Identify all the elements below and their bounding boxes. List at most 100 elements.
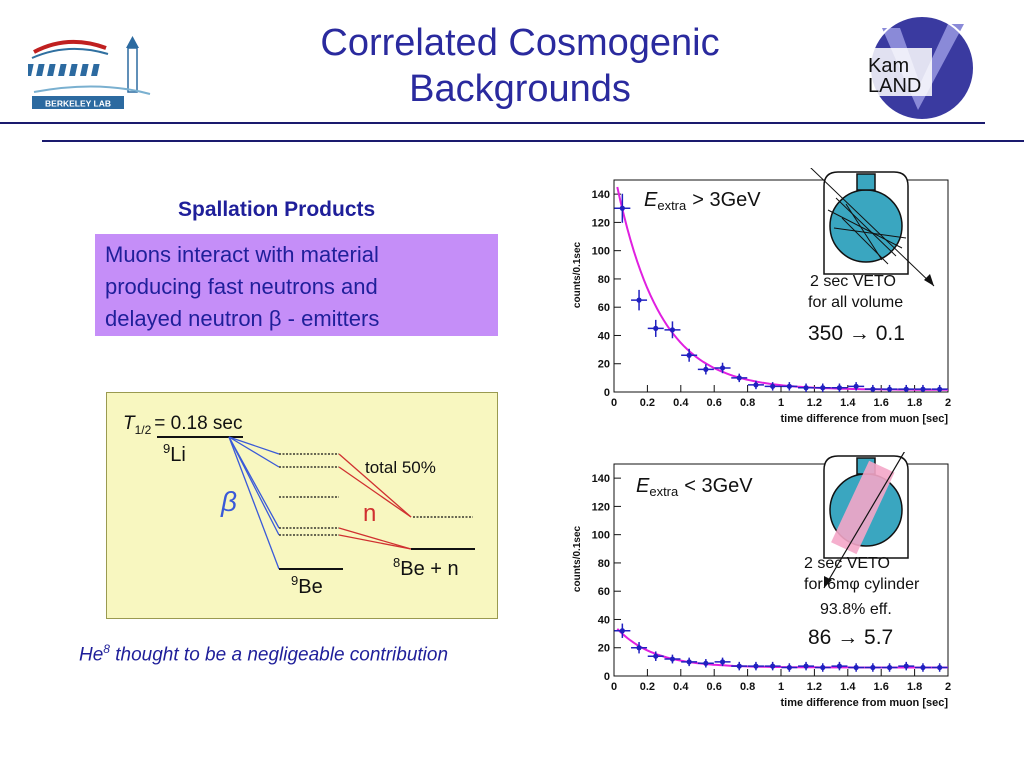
halflife-label: T1/2 = 0.18 sec bbox=[123, 413, 243, 437]
muon-track bbox=[835, 197, 897, 257]
decay-scheme-diagram: T1/2 = 0.18 sec 9Li β 9Be total 50% bbox=[106, 392, 498, 619]
detector-inset bbox=[810, 168, 935, 287]
data-point bbox=[664, 321, 681, 339]
data-point bbox=[731, 373, 748, 383]
be8-label: 8Be + n bbox=[393, 555, 459, 580]
data-point bbox=[848, 382, 865, 391]
data-point-marker bbox=[853, 383, 859, 389]
y-tick-label: 40 bbox=[598, 330, 610, 342]
muon-track bbox=[827, 209, 903, 249]
data-point bbox=[697, 659, 714, 668]
berkeley-lab-logo: BERKELEY LAB bbox=[25, 34, 158, 114]
data-point-marker bbox=[653, 325, 659, 331]
data-point-marker bbox=[820, 385, 826, 391]
berkeley-lab-label: BERKELEY LAB bbox=[45, 99, 111, 109]
x-tick-label: 1.4 bbox=[840, 397, 856, 409]
data-point bbox=[914, 384, 931, 392]
muon-arrow bbox=[924, 274, 934, 286]
veto-annotation-3: 93.8% eff. bbox=[820, 601, 892, 618]
muon-track bbox=[845, 203, 883, 261]
data-point-marker bbox=[920, 664, 926, 671]
data-point-marker bbox=[803, 385, 809, 391]
data-point bbox=[714, 657, 731, 667]
y-tick-label: 100 bbox=[592, 530, 610, 542]
x-tick-label: 2 bbox=[945, 681, 951, 693]
total-label: total 50% bbox=[365, 458, 436, 477]
y-tick-label: 80 bbox=[598, 274, 610, 286]
kamland-logo-text-2: LAND bbox=[868, 75, 921, 97]
x-tick-label: 1 bbox=[778, 681, 784, 693]
energy-cut-label: Eextra < 3GeV bbox=[636, 475, 753, 499]
data-point-marker bbox=[770, 383, 776, 389]
data-point-marker bbox=[803, 663, 809, 669]
data-point-marker bbox=[736, 663, 742, 669]
data-point bbox=[798, 661, 815, 671]
data-point bbox=[714, 362, 731, 374]
x-tick-label: 1.4 bbox=[840, 681, 856, 693]
be9-label: 9Be bbox=[291, 573, 323, 598]
y-tick-label: 140 bbox=[592, 189, 610, 201]
y-tick-label: 100 bbox=[592, 246, 610, 258]
footnote: He8 thought to be a negligeable contribu… bbox=[79, 642, 448, 666]
data-point bbox=[631, 642, 648, 654]
data-point-marker bbox=[669, 656, 676, 662]
data-point-marker bbox=[870, 386, 876, 392]
data-point bbox=[831, 383, 848, 392]
data-point bbox=[747, 661, 764, 671]
x-tick-label: 1.6 bbox=[874, 397, 889, 409]
y-tick-label: 20 bbox=[598, 643, 610, 655]
y-axis-label: counts/0.1sec bbox=[572, 525, 583, 592]
description-line-3: delayed neutron β - emitters bbox=[105, 306, 380, 331]
data-point bbox=[781, 663, 798, 672]
muon-track bbox=[841, 217, 889, 265]
data-point-marker bbox=[653, 653, 659, 659]
footnote-text: thought to be a negligeable contribution bbox=[109, 644, 449, 666]
li9-label: 9Li bbox=[163, 441, 186, 466]
data-point bbox=[931, 384, 948, 392]
x-tick-label: 2 bbox=[945, 397, 951, 409]
description-line-2: producing fast neutrons and bbox=[105, 274, 378, 299]
data-point-marker bbox=[669, 327, 676, 333]
plot-low-energy: 0 20 40 60 80 100 120 140 0 0.2 0.4 0.6 0.8 1 1.2 1.4 1.… bbox=[572, 452, 951, 709]
x-tick-label: 0.6 bbox=[707, 397, 722, 409]
data-point bbox=[814, 383, 831, 392]
data-point-marker bbox=[686, 352, 692, 358]
x-axis-label: time difference from muon [sec] bbox=[781, 697, 949, 709]
description-line-1: Muons interact with material bbox=[105, 242, 379, 267]
data-point-marker bbox=[937, 386, 943, 392]
y-tick-label: 120 bbox=[592, 217, 610, 229]
data-point bbox=[731, 661, 748, 671]
data-point-marker bbox=[770, 663, 776, 669]
data-point-marker bbox=[886, 664, 893, 671]
footnote-superscript: 8 bbox=[103, 642, 110, 656]
data-point-marker bbox=[619, 205, 625, 211]
data-point bbox=[631, 289, 648, 311]
data-point bbox=[881, 384, 898, 392]
data-point-marker bbox=[719, 365, 726, 371]
title-line-2: Backgrounds bbox=[409, 68, 631, 110]
x-tick-label: 1.8 bbox=[907, 681, 922, 693]
data-point bbox=[764, 661, 781, 671]
x-tick-label: 0.6 bbox=[707, 681, 722, 693]
data-point bbox=[647, 651, 664, 661]
muon-track bbox=[823, 452, 905, 589]
y-tick-label: 80 bbox=[598, 558, 610, 570]
data-point bbox=[831, 661, 848, 671]
data-point-marker bbox=[853, 664, 859, 671]
x-tick-label: 1.2 bbox=[807, 397, 822, 409]
data-point bbox=[664, 654, 681, 664]
beta-label: β bbox=[220, 486, 237, 517]
data-point-marker bbox=[886, 386, 893, 392]
veto-annotation-1: 2 sec VETO bbox=[804, 555, 890, 572]
x-tick-label: 0.8 bbox=[740, 681, 755, 693]
data-point-marker bbox=[836, 385, 843, 391]
data-point-marker bbox=[719, 659, 726, 665]
data-point-marker bbox=[686, 659, 692, 665]
y-tick-label: 60 bbox=[598, 586, 610, 598]
data-point bbox=[798, 383, 815, 392]
muon-track bbox=[810, 168, 935, 287]
kamland-logo-text-1: Kam bbox=[868, 55, 909, 77]
detector-inset bbox=[823, 452, 909, 589]
plot-high-energy: 0 20 40 60 80 100 120 140 0 0.2 0.4 0.6 0.8 1 1.2 1.4 1.… bbox=[572, 168, 951, 425]
x-tick-label: 0 bbox=[611, 397, 617, 409]
